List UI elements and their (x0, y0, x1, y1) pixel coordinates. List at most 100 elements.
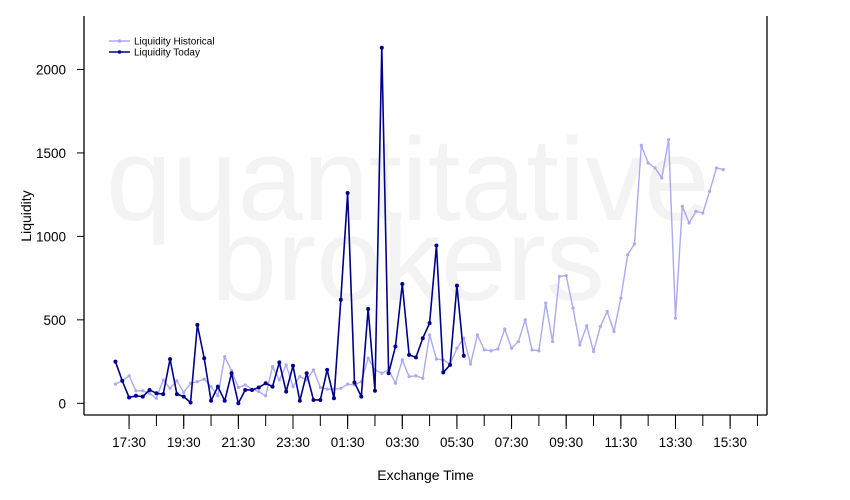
data-point (346, 382, 350, 386)
x-tick-label: 11:30 (604, 435, 637, 450)
data-point (147, 387, 152, 392)
data-point (428, 333, 432, 337)
data-point (215, 384, 220, 389)
data-point (400, 281, 405, 286)
data-point (366, 356, 370, 360)
data-point (489, 349, 493, 353)
data-point (202, 377, 206, 381)
data-point (694, 209, 698, 213)
data-point (311, 368, 316, 372)
data-point (318, 385, 322, 390)
data-point (222, 398, 227, 403)
data-point (441, 370, 446, 375)
data-point (708, 189, 712, 193)
data-point (393, 344, 398, 349)
data-point (653, 166, 657, 170)
data-point (264, 394, 268, 398)
data-point (461, 353, 466, 358)
data-point (127, 374, 131, 378)
data-point (318, 397, 323, 402)
data-point (188, 400, 193, 405)
x-tick-label: 07:30 (495, 435, 529, 450)
data-point (250, 387, 255, 392)
data-point (195, 322, 200, 327)
x-tick-label: 17:30 (112, 435, 146, 450)
data-point (667, 137, 671, 142)
y-tick-label: 2000 (36, 62, 66, 77)
data-point (154, 396, 158, 400)
x-axis-title: Exchange Time (377, 467, 474, 483)
data-point (174, 392, 179, 397)
data-point (386, 371, 391, 376)
legend-swatch-point (117, 50, 122, 54)
data-point (141, 389, 145, 393)
data-point (632, 242, 637, 246)
x-tick-label: 03:30 (385, 435, 419, 450)
data-point (188, 381, 193, 385)
x-tick-label: 09:30 (549, 435, 583, 450)
data-point (673, 316, 678, 320)
data-point (113, 382, 118, 386)
data-point (168, 357, 173, 362)
y-tick-label: 0 (58, 396, 66, 411)
data-point (359, 394, 364, 399)
data-point (557, 274, 561, 279)
data-point (304, 371, 309, 376)
data-point (400, 358, 404, 362)
data-point (407, 352, 412, 357)
data-point (168, 386, 172, 390)
data-point (181, 394, 186, 399)
data-point (243, 387, 248, 392)
data-point (605, 309, 609, 314)
data-point (407, 375, 411, 379)
data-point (277, 360, 282, 365)
data-point (434, 357, 439, 361)
data-point (687, 221, 691, 225)
data-point (311, 397, 316, 402)
data-point (421, 376, 425, 380)
data-point (209, 398, 214, 403)
x-tick-label: 19:30 (167, 435, 201, 450)
data-point (455, 346, 459, 350)
data-point (223, 354, 227, 359)
y-tick-label: 1500 (36, 146, 66, 161)
data-point (482, 348, 486, 352)
axis-titles: Exchange Time Liquidity (18, 190, 474, 483)
data-point (236, 401, 241, 406)
data-point (325, 367, 330, 372)
data-point (516, 339, 520, 344)
data-point (216, 394, 220, 398)
data-point (414, 374, 418, 378)
data-point (619, 296, 623, 300)
data-point (427, 321, 432, 326)
data-point (434, 243, 439, 248)
data-point (161, 378, 165, 382)
data-point (496, 347, 500, 351)
data-point (127, 395, 132, 400)
data-point (380, 371, 384, 375)
data-point (680, 204, 684, 208)
data-point (550, 339, 555, 344)
data-point (564, 274, 568, 278)
watermark-text-bottom: brokers (211, 194, 604, 326)
data-point (598, 324, 602, 329)
axes-layer: 0 500 1000 1500 2000 17:30 19:30 21:30 23:30 01:3… (36, 16, 768, 450)
data-point (372, 388, 377, 393)
data-point (646, 161, 650, 165)
data-point (379, 45, 384, 50)
data-point (462, 336, 466, 340)
data-point (639, 143, 643, 147)
legend-swatch-point (117, 39, 122, 43)
data-point (714, 166, 719, 170)
data-point (256, 385, 261, 390)
data-point (291, 385, 295, 389)
data-point (298, 375, 302, 379)
data-point (571, 306, 575, 310)
series-layer (113, 45, 725, 406)
data-point (325, 387, 329, 391)
data-point (454, 283, 459, 288)
